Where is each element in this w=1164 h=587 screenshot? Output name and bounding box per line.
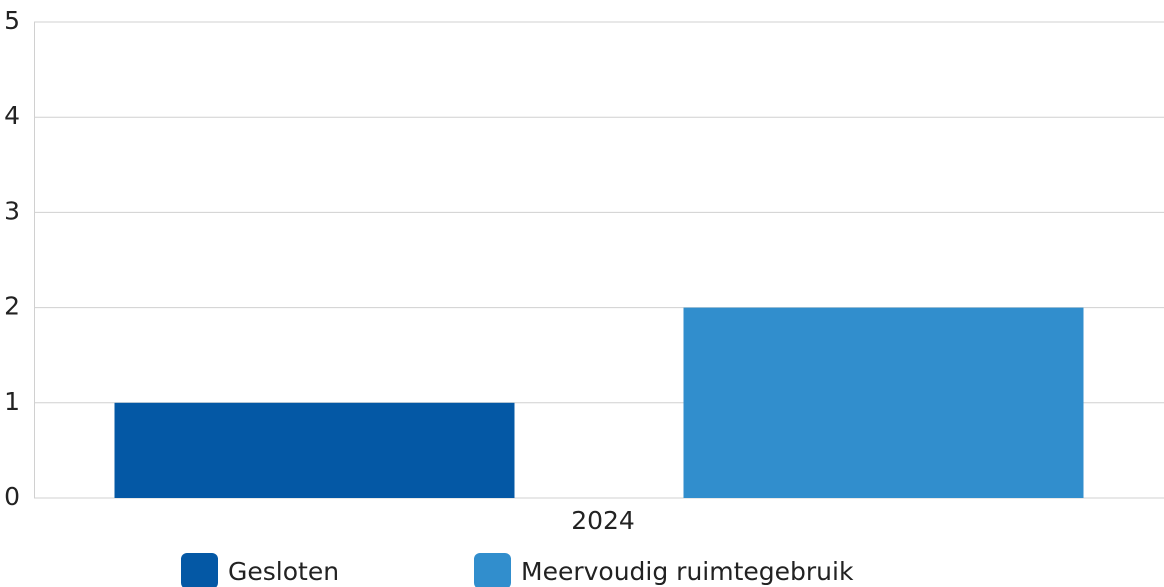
y-tick-label: 2 xyxy=(4,292,20,321)
legend-label: Gesloten xyxy=(228,557,339,586)
bar xyxy=(683,307,1084,498)
y-tick-label: 1 xyxy=(4,387,20,416)
y-tick-label: 4 xyxy=(4,101,20,130)
bar xyxy=(114,402,515,498)
y-tick-label: 5 xyxy=(4,6,20,35)
y-tick-label: 0 xyxy=(4,482,20,511)
legend-swatch xyxy=(474,553,511,587)
y-tick-label: 3 xyxy=(4,196,20,225)
x-tick-label: 2024 xyxy=(571,506,635,535)
legend-swatch xyxy=(181,553,218,587)
legend-label: Meervoudig ruimtegebruik xyxy=(521,557,854,586)
